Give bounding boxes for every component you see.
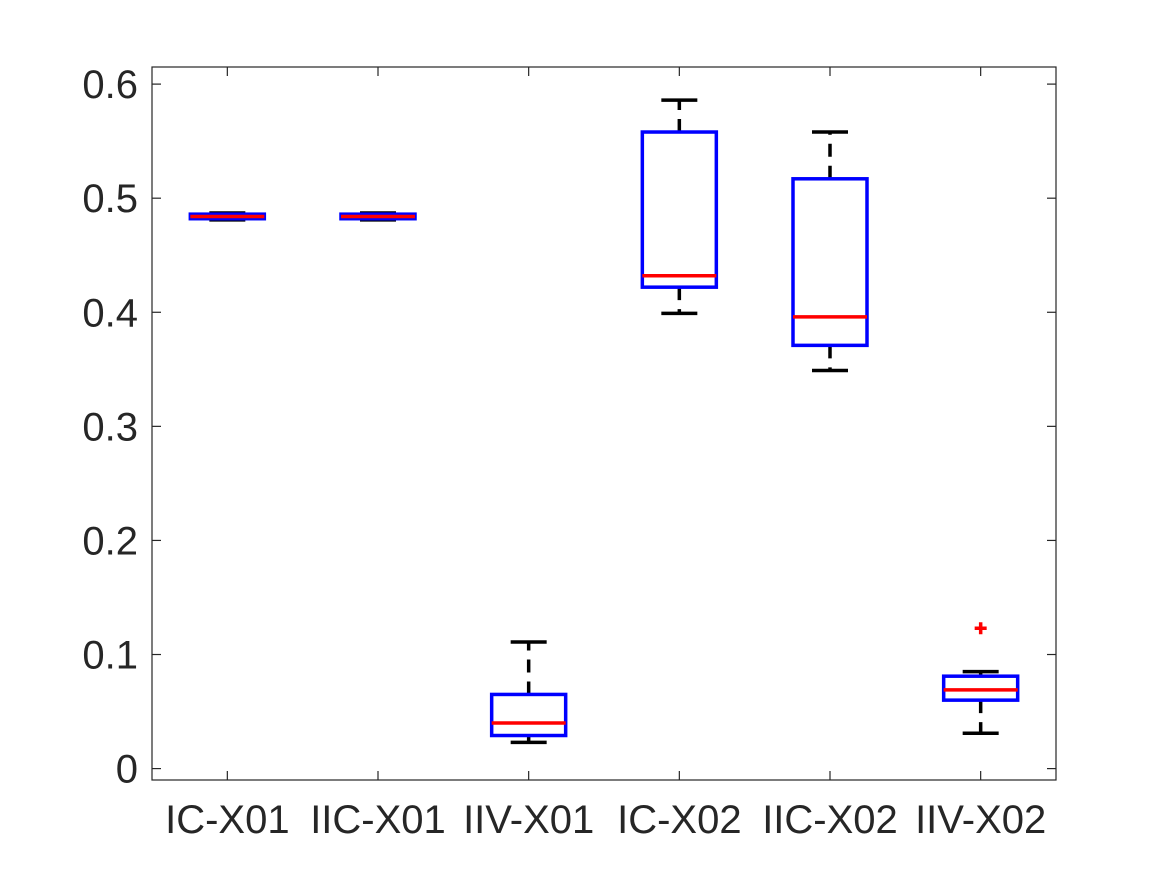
x-tick-label: IC-X01 bbox=[165, 798, 290, 842]
x-tick-label: IIV-X01 bbox=[463, 798, 594, 842]
axes-frame bbox=[151, 66, 1057, 781]
y-tick-label: 0.2 bbox=[82, 519, 138, 563]
x-tick-label: IIC-X01 bbox=[310, 798, 446, 842]
iqr-box bbox=[640, 130, 719, 289]
y-tick-label: 0.4 bbox=[82, 291, 138, 335]
iqr-box bbox=[791, 177, 869, 348]
outlier-marker bbox=[974, 622, 987, 635]
y-tick-label: 0 bbox=[116, 748, 138, 792]
y-tick-label: 0.1 bbox=[82, 634, 138, 678]
y-tick-label: 0.5 bbox=[82, 177, 138, 221]
plot-area: 0 0.1 0.2 0.3 0.4 0.5 0.6 IC-X01 IIC-X01 IIV-X01 I… bbox=[82, 63, 1057, 842]
x-tick-label: IIV-X02 bbox=[915, 798, 1046, 842]
x-tick-label: IC-X02 bbox=[617, 798, 742, 842]
y-tick-label: 0.3 bbox=[82, 405, 138, 449]
x-tick-label: IIC-X02 bbox=[762, 798, 898, 842]
y-tick-label: 0.6 bbox=[82, 63, 138, 107]
iqr-box bbox=[489, 692, 568, 738]
